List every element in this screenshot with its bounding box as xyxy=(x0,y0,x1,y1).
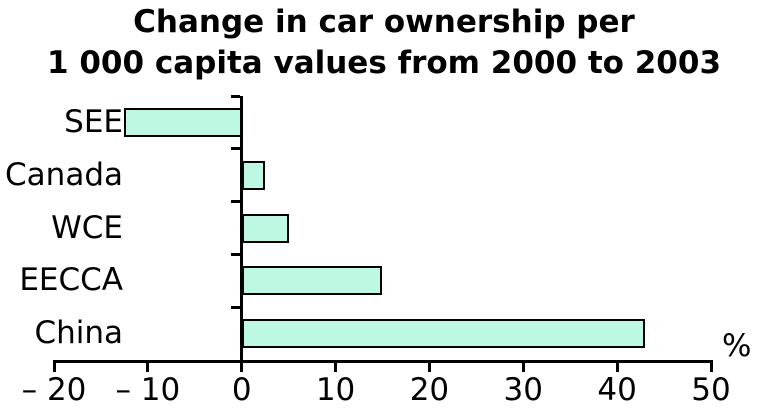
bar-see xyxy=(124,107,242,137)
x-tick-label--10: – 10 xyxy=(115,372,181,408)
x-axis-line xyxy=(54,360,713,363)
y-axis-tick xyxy=(231,200,241,204)
bar-wce xyxy=(241,213,289,243)
x-tick-label-10: 10 xyxy=(315,372,356,408)
category-label-wce: WCE xyxy=(51,209,123,246)
x-axis-tick-20 xyxy=(427,360,431,372)
x-axis-tick-0 xyxy=(240,360,244,372)
bar-canada xyxy=(241,160,266,190)
chart-title-line-2: 1 000 capita values from 2000 to 2003 xyxy=(46,45,722,81)
x-tick-label-50: 50 xyxy=(691,372,731,408)
category-label-canada: Canada xyxy=(5,156,123,193)
x-axis-tick-10 xyxy=(334,360,338,372)
y-axis-tick xyxy=(231,94,241,98)
x-axis-tick-50 xyxy=(709,360,713,372)
y-axis-tick xyxy=(231,147,241,151)
x-tick-label-30: 30 xyxy=(503,372,544,408)
x-tick-label-20: 20 xyxy=(409,372,450,408)
x-axis-unit-label: % xyxy=(722,328,752,364)
chart-title: Change in car ownership per 1 000 capita… xyxy=(0,2,768,84)
x-axis-tick-40 xyxy=(615,360,619,372)
x-axis-tick--20 xyxy=(52,360,56,372)
category-label-see: SEE xyxy=(64,104,123,140)
x-axis-tick-30 xyxy=(521,360,525,372)
y-axis-tick xyxy=(231,252,241,256)
category-label-china: China xyxy=(34,315,123,352)
x-tick-label-0: 0 xyxy=(231,372,252,408)
x-axis-tick--10 xyxy=(146,360,150,372)
bar-china xyxy=(241,319,646,349)
category-label-eecca: EECCA xyxy=(19,262,123,299)
y-axis-tick xyxy=(231,305,241,309)
chart-title-line-1: Change in car ownership per xyxy=(133,4,635,40)
x-tick-label--20: – 20 xyxy=(21,372,87,408)
x-tick-label-40: 40 xyxy=(597,372,637,408)
bar-eecca xyxy=(241,266,383,296)
